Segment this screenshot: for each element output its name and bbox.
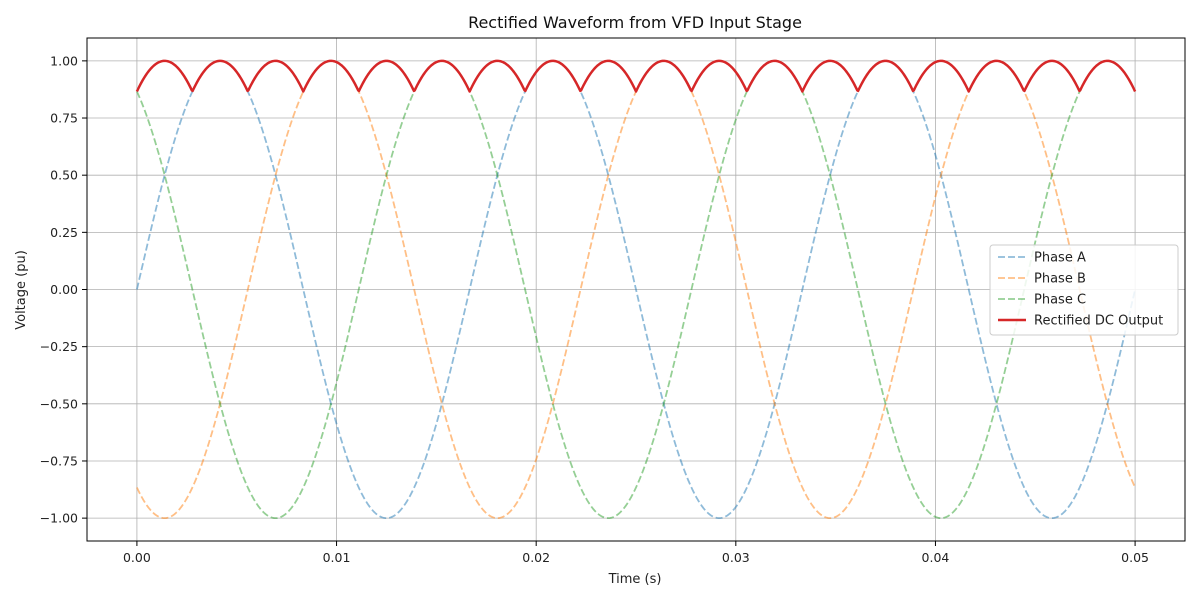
x-tick-label: 0.02 <box>522 550 550 565</box>
series-layer <box>135 59 1137 520</box>
y-axis: 1.00 0.75 0.50 0.25 0.00 −0.25 −0.50 −0.75 −1.00 <box>40 53 87 526</box>
chart-title: Rectified Waveform from VFD Input Stage <box>468 13 802 32</box>
x-tick-label: 0.00 <box>123 550 151 565</box>
y-axis-label: Voltage (pu) <box>14 250 29 330</box>
y-tick-label: 1.00 <box>50 53 78 68</box>
series-line-phase-a <box>136 59 1136 520</box>
legend-label: Phase B <box>1034 272 1086 287</box>
legend-label: Phase A <box>1034 251 1086 266</box>
legend: Phase A Phase B Phase C Rectified DC Output <box>989 244 1179 336</box>
legend-label: Phase C <box>1034 293 1086 308</box>
y-tick-label: −0.25 <box>40 339 78 354</box>
series-line-phase-c <box>136 59 1136 520</box>
x-axis: 0.00 0.01 0.02 0.03 0.04 0.05 <box>123 541 1149 565</box>
legend-box <box>989 244 1179 336</box>
legend-label: Rectified DC Output <box>1034 314 1163 329</box>
x-tick-label: 0.04 <box>922 550 950 565</box>
x-axis-label: Time (s) <box>608 572 662 587</box>
y-tick-label: −0.75 <box>40 453 78 468</box>
x-tick-label: 0.03 <box>722 550 750 565</box>
x-tick-label: 0.01 <box>323 550 351 565</box>
x-tick-label: 0.05 <box>1121 550 1149 565</box>
y-tick-label: 0.75 <box>50 111 78 126</box>
y-tick-label: 0.00 <box>50 282 78 297</box>
series-line-rectified-dc-output <box>135 59 1137 93</box>
y-tick-label: 0.50 <box>50 168 78 183</box>
y-tick-label: −0.50 <box>40 396 78 411</box>
y-tick-label: 0.25 <box>50 225 78 240</box>
y-tick-label: −1.00 <box>40 511 78 526</box>
